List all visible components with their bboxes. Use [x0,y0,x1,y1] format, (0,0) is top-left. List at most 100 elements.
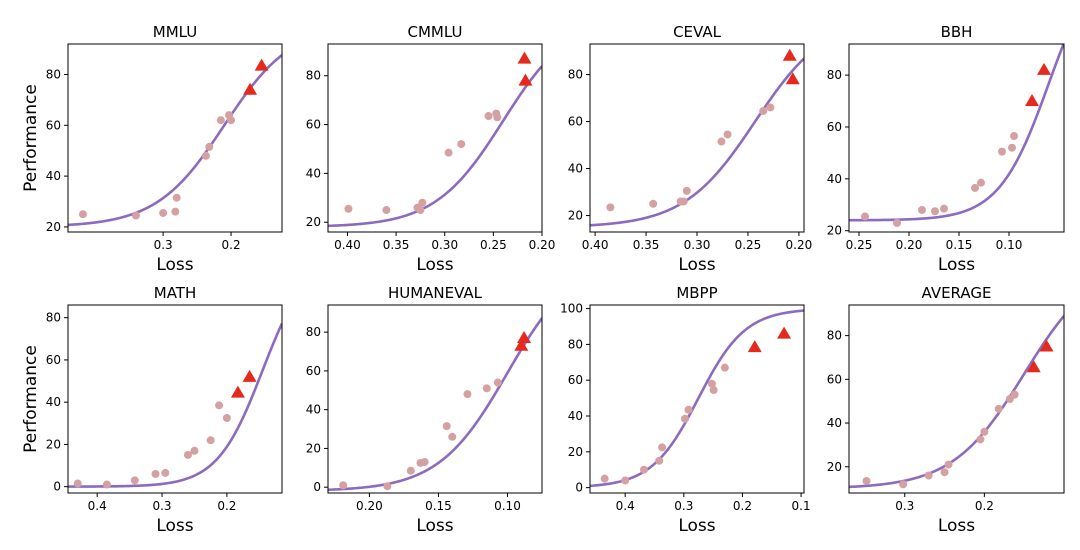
data-point [484,112,493,121]
highlight-point [782,48,797,61]
y-tick-label: 0 [53,480,61,494]
y-tick-label: 40 [568,409,583,423]
data-point [649,199,658,208]
axes-frame [589,43,805,233]
data-point [201,151,210,160]
x-tick-label: 0.2 [222,238,241,252]
x-tick-label: 0.4 [616,499,635,513]
data-point [944,460,953,469]
panel-mmlu: MMLU 0.3 0.2 20 40 60 80 Loss Performance [21,23,283,275]
data-point [205,142,214,151]
y-tick-label: 20 [306,441,321,455]
data-point [344,204,353,213]
y-tick-label: 80 [568,68,583,82]
y-tick-label: 20 [46,437,61,451]
x-tick-label: 0.25 [735,238,762,252]
x-axis-label: Loss [678,255,715,275]
x-tick-label: 0.4 [88,499,107,513]
data-point [1010,132,1018,141]
x-tick-label: 0.2 [217,499,236,513]
x-tick-label: 0.20 [356,499,383,513]
data-point [190,446,199,455]
panel-title: BBH [941,23,973,41]
y-tick-label: 80 [827,68,842,82]
x-tick-label: 0.15 [946,238,973,252]
data-point [406,466,415,475]
y-tick-label: 60 [827,120,842,134]
y-axis-label: Performance [21,345,41,453]
y-tick-label: 80 [46,67,61,81]
y-tick-label: 20 [827,460,842,474]
axes-frame [589,304,805,494]
data-point [131,211,140,220]
y-tick-label: 40 [568,162,583,176]
axes-frame [67,304,283,494]
data-point [766,103,775,112]
panel-math: MATH 0.4 0.3 0.2 0 20 40 60 80 Loss Performance [21,284,283,536]
y-tick-label: 20 [568,445,583,459]
x-tick-label: 0.3 [152,499,171,513]
x-tick-label: 0.3 [674,499,693,513]
highlight-point [747,340,762,353]
y-tick-label: 80 [568,337,583,351]
x-tick-label: 0.35 [383,238,410,252]
panel-title: MATH [154,284,196,302]
fit-curve [849,315,1064,489]
panel-bbh: BBH 0.25 0.20 0.15 0.10 20 40 60 80 Loss [827,23,1065,275]
axes-frame [327,304,543,494]
data-point [682,186,691,195]
y-tick-label: 40 [827,416,842,430]
x-tick-label: 0.3 [154,238,173,252]
y-tick-label: 60 [827,372,842,386]
x-tick-label: 0.1 [792,499,811,513]
highlight-point [1026,360,1041,373]
data-point [382,206,391,215]
data-point [862,476,871,485]
data-point [971,183,979,192]
data-point [151,469,160,478]
highlight-point [517,330,532,343]
data-point [183,450,192,459]
data-point [940,204,948,213]
x-tick-label: 0.10 [996,238,1023,252]
data-point [709,386,718,395]
data-point [707,379,716,388]
x-tick-label: 0.25 [846,238,873,252]
highlight-point [785,72,800,85]
data-point [383,482,392,491]
x-tick-label: 0.30 [431,238,458,252]
data-point [216,116,225,125]
highlight-point [777,326,792,339]
y-tick-label: 0 [313,480,321,494]
axes-frame [848,43,1065,233]
x-axis-label: Loss [156,516,193,536]
fit-curve [590,57,804,227]
highlight-point [1025,94,1039,107]
data-point [931,207,939,216]
y-axis-label: Performance [21,84,41,192]
panel-ceval: CEVAL 0.40 0.35 0.30 0.25 0.20 20 40 60 80 Loss [568,23,813,275]
data-point [977,178,985,187]
y-tick-label: 80 [306,69,321,83]
data-point [493,378,502,387]
data-point [418,198,427,207]
y-tick-label: 80 [827,329,842,343]
data-point [861,212,869,221]
panel-title: MMLU [153,23,197,41]
data-point [717,137,726,146]
highlight-point [1039,339,1054,352]
data-point [655,456,664,465]
highlight-point [230,385,245,398]
fit-curve [328,317,542,492]
x-tick-label: 0.20 [529,238,556,252]
data-point [994,404,1003,413]
data-point [444,148,453,157]
data-point [980,427,989,436]
x-axis-label: Loss [416,255,453,275]
panel-cmmlu: CMMLU 0.40 0.35 0.30 0.25 0.20 20 40 60 80 Loss [306,23,556,275]
y-tick-label: 20 [46,220,61,234]
highlight-point [518,73,533,86]
panel-title: MBPP [676,284,717,302]
x-tick-label: 0.15 [425,499,452,513]
